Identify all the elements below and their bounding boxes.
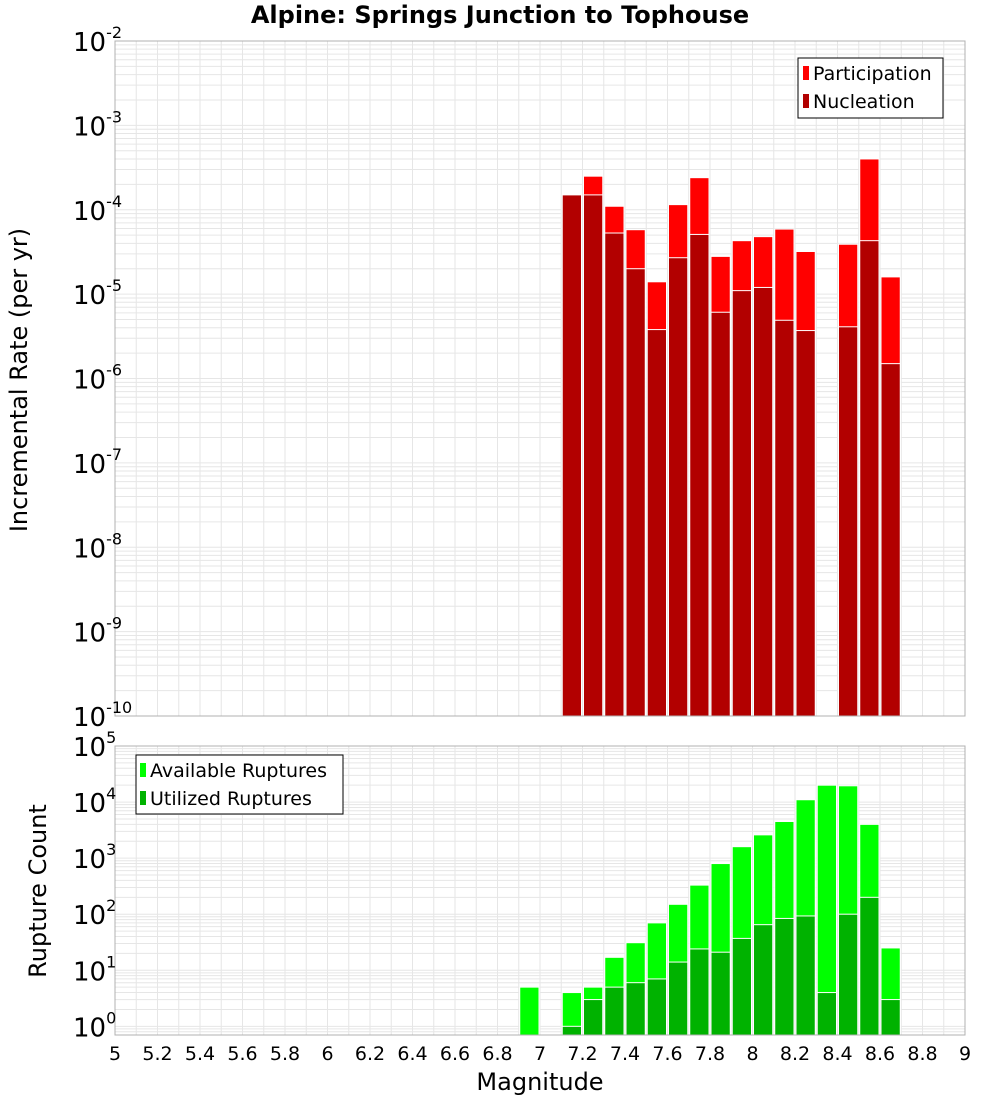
top-bar-series-b	[583, 194, 604, 717]
legend-swatch-utilized	[140, 791, 146, 805]
bottom-y-tick-label: 100	[73, 1008, 116, 1043]
x-tick-label: 5.8	[270, 1043, 300, 1065]
top-bar-series-b	[604, 232, 625, 717]
bottom-y-tick-label: 104	[73, 784, 116, 819]
top-y-axis-label: Incremental Rate (per yr)	[5, 228, 33, 532]
x-tick-label: 7.2	[567, 1043, 597, 1065]
bottom-plot-frame	[114, 745, 966, 1036]
top-bar-series-b	[689, 233, 710, 717]
bottom-bar-series-b	[774, 917, 795, 1036]
top-bar-series-b	[880, 363, 901, 717]
x-tick-label: 8	[746, 1043, 758, 1065]
x-ticks: 5 5.2 5.4 5.6 5.8 6 6.2 6.4 6.6 6.8 7 7.2 7.4 7.6 7.8 8…	[109, 1043, 971, 1065]
top-bar-series-b	[795, 330, 816, 717]
top-y-tick-label: 10-6	[73, 361, 122, 396]
bottom-plot: 100 101 102 103 104 105 Rupture Count Availab…	[24, 728, 966, 1043]
bottom-bar-series-b	[646, 978, 667, 1036]
top-grid	[114, 40, 966, 717]
x-tick-label: 6.2	[355, 1043, 385, 1065]
top-plot-frame	[114, 40, 966, 717]
bottom-bar-series-b	[710, 951, 731, 1036]
bottom-y-ticks: 100 101 102 103 104 105	[73, 728, 116, 1043]
top-bar-series-b	[774, 319, 795, 717]
x-tick-label: 9	[959, 1043, 971, 1065]
top-legend-box	[797, 57, 944, 119]
top-y-ticks: 10-10 10-9 10-8 10-7 10-6 10-5 10-4 10-3 10-2	[73, 23, 132, 733]
bottom-bar-series-b	[859, 896, 880, 1036]
bottom-bar-series-b	[753, 924, 774, 1036]
x-tick-label: 6	[321, 1043, 333, 1065]
bottom-bar-series-b	[816, 992, 837, 1036]
top-bar-series-b	[668, 257, 689, 717]
top-bar-series-b	[731, 290, 752, 717]
top-bar-series-b	[625, 268, 646, 717]
top-y-tick-label: 10-10	[73, 698, 132, 733]
top-bar-series-b	[753, 286, 774, 717]
bottom-y-tick-label: 103	[73, 840, 116, 875]
bottom-y-tick-label: 102	[73, 896, 116, 931]
top-plot: 10-10 10-9 10-8 10-7 10-6 10-5 10-4 10-3 10-2 In…	[5, 23, 966, 733]
x-tick-label: 7.6	[652, 1043, 682, 1065]
x-tick-label: 6.4	[397, 1043, 427, 1065]
legend-label-participation: Participation	[813, 63, 932, 85]
bottom-bar-series-b	[795, 915, 816, 1036]
top-y-tick-label: 10-2	[73, 23, 122, 58]
x-tick-label: 6.6	[440, 1043, 470, 1065]
x-tick-label: 5.6	[227, 1043, 257, 1065]
bottom-bar-series-b	[561, 1025, 582, 1036]
x-tick-label: 6.8	[482, 1043, 512, 1065]
x-axis-label: Magnitude	[476, 1068, 603, 1096]
bottom-y-tick-label: 105	[73, 728, 116, 763]
legend-swatch-available	[140, 763, 146, 777]
bottom-legend-box	[135, 754, 344, 815]
top-y-tick-label: 10-4	[73, 192, 122, 227]
top-bar-series-b	[838, 326, 859, 717]
legend-swatch-participation	[803, 66, 809, 80]
x-tick-label: 8.6	[865, 1043, 895, 1065]
bottom-y-axis-label: Rupture Count	[24, 804, 52, 978]
bottom-y-tick-label: 101	[73, 952, 116, 987]
x-tick-label: 8.8	[907, 1043, 937, 1065]
top-y-tick-label: 10-7	[73, 445, 122, 480]
top-bar-series-b	[710, 311, 731, 717]
bottom-bar-series-b	[731, 937, 752, 1036]
x-tick-label: 8.4	[822, 1043, 852, 1065]
bottom-legend: Available Ruptures Utilized Ruptures	[135, 754, 344, 815]
chart-title: Alpine: Springs Junction to Tophouse	[251, 1, 749, 29]
top-y-tick-label: 10-3	[73, 107, 122, 142]
bottom-bar-series-b	[838, 913, 859, 1036]
x-tick-label: 5	[109, 1043, 121, 1065]
legend-swatch-nucleation	[803, 94, 809, 108]
bottom-bar-series-b	[583, 999, 604, 1036]
top-y-tick-label: 10-9	[73, 614, 122, 649]
legend-label-nucleation: Nucleation	[813, 91, 915, 113]
bottom-bar-series-b	[689, 948, 710, 1036]
bottom-bar-series-b	[668, 961, 689, 1036]
bottom-bar-series-b	[880, 999, 901, 1036]
x-tick-label: 8.2	[780, 1043, 810, 1065]
x-tick-label: 7.8	[695, 1043, 725, 1065]
bottom-bars	[519, 784, 901, 1036]
legend-label-available: Available Ruptures	[150, 760, 327, 782]
legend-label-utilized: Utilized Ruptures	[150, 788, 312, 810]
x-tick-label: 7	[534, 1043, 546, 1065]
top-y-tick-label: 10-5	[73, 276, 122, 311]
top-bar-series-b	[859, 240, 880, 717]
top-bar-series-b	[646, 329, 667, 717]
x-tick-label: 5.4	[185, 1043, 215, 1065]
bottom-bar-series-b	[604, 986, 625, 1036]
top-bar-series-b	[561, 194, 582, 717]
top-legend: Participation Nucleation	[797, 57, 944, 119]
bottom-bar-series-a	[519, 986, 540, 1036]
x-tick-label: 7.4	[610, 1043, 640, 1065]
top-y-tick-label: 10-8	[73, 529, 122, 564]
bottom-bar-series-b	[625, 982, 646, 1036]
x-tick-label: 5.2	[142, 1043, 172, 1065]
